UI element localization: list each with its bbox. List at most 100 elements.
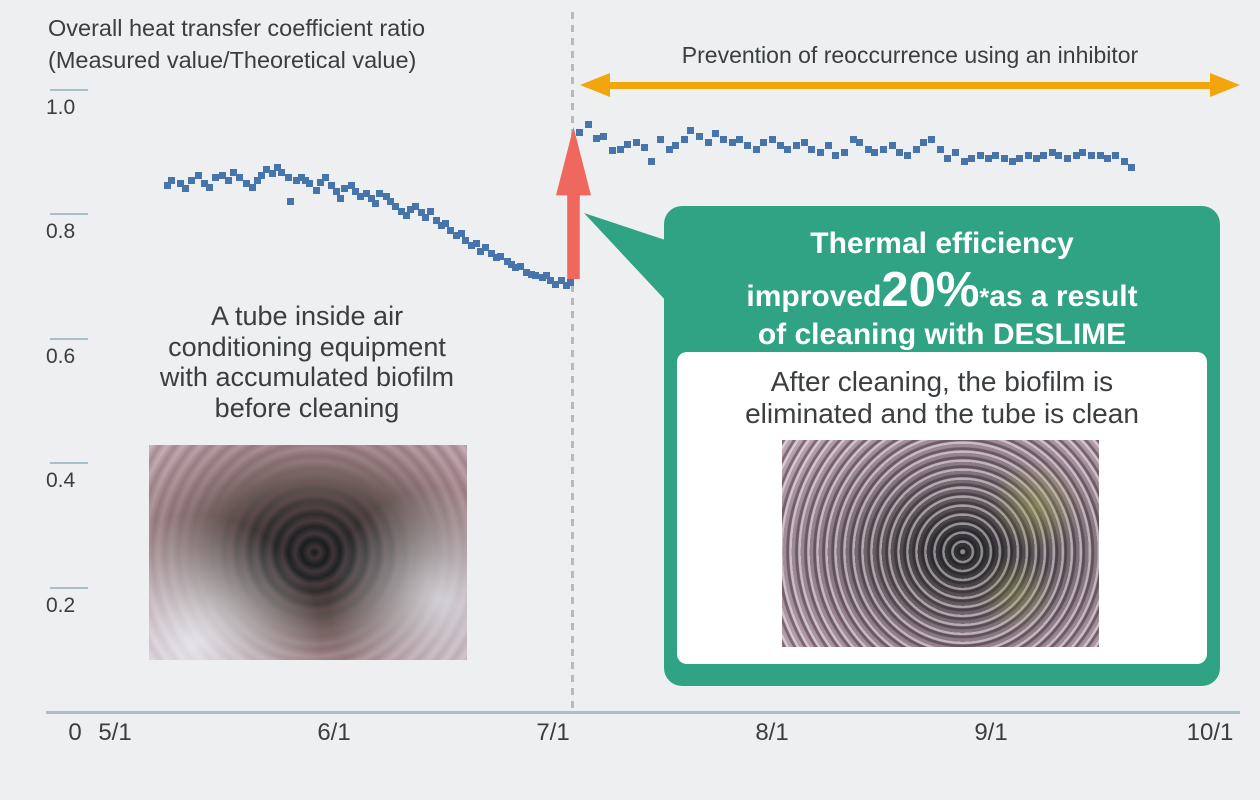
callout-result-text: as a result: [989, 280, 1138, 313]
data-point: [332, 187, 340, 195]
data-point: [952, 148, 960, 156]
data-point: [321, 174, 329, 182]
data-point: [617, 145, 625, 153]
data-point: [293, 177, 301, 185]
y-axis-tick-label: 0.4: [46, 469, 76, 493]
data-point: [481, 244, 489, 252]
data-point: [306, 180, 314, 188]
data-point: [575, 128, 583, 136]
data-point: [407, 205, 415, 213]
data-point: [496, 252, 504, 260]
data-point: [551, 280, 559, 288]
callout-improved-text: improved: [746, 280, 882, 313]
cleaning-event-dashed-line: [571, 12, 575, 712]
x-axis-tick-label: 10/1: [1186, 719, 1234, 746]
data-point: [236, 173, 244, 181]
data-point: [976, 151, 984, 159]
data-point: [242, 179, 250, 187]
data-point: [312, 186, 320, 194]
data-point: [1103, 154, 1111, 162]
x-axis-tick-label: 5/1: [98, 719, 132, 746]
data-point: [372, 199, 380, 207]
data-point: [680, 136, 688, 144]
data-point: [856, 139, 864, 147]
data-point: [383, 192, 391, 200]
data-point: [1121, 158, 1129, 166]
data-point: [286, 198, 294, 206]
y-axis-tick: [50, 89, 88, 91]
data-point: [376, 189, 384, 197]
data-point: [832, 151, 839, 159]
data-point: [888, 142, 896, 150]
data-point: [880, 145, 888, 153]
data-point: [753, 145, 761, 153]
arrowhead-right-icon: [1210, 73, 1240, 97]
y-axis-tick: [50, 462, 88, 465]
data-point: [426, 207, 434, 215]
data-point: [225, 176, 233, 184]
data-point: [816, 148, 824, 156]
data-point: [783, 145, 791, 153]
y-axis-tick: [50, 213, 88, 216]
data-point: [665, 145, 673, 153]
after-cleaning-caption: After cleaning, the biofilm is eliminate…: [745, 366, 1139, 429]
data-point: [801, 139, 809, 147]
y-axis-tick-label: 0.6: [46, 344, 76, 368]
data-point: [337, 194, 345, 202]
data-point: [864, 145, 872, 153]
data-point: [584, 120, 592, 128]
y-axis-tick: [50, 586, 88, 589]
data-point: [687, 126, 695, 134]
data-point: [507, 260, 515, 268]
data-point: [558, 276, 566, 284]
data-point: [991, 151, 999, 159]
data-point: [363, 189, 371, 197]
data-point: [201, 179, 209, 187]
data-point: [672, 142, 680, 150]
data-point: [418, 209, 426, 217]
before-cleaning-caption: A tube inside air conditioning equipment…: [159, 301, 455, 423]
x-axis-tick-label: 6/1: [317, 719, 351, 746]
data-point: [608, 147, 616, 155]
data-point: [229, 169, 237, 177]
data-point: [807, 145, 815, 153]
data-point: [262, 166, 270, 174]
data-point: [391, 202, 399, 210]
data-point: [457, 230, 465, 238]
data-point: [503, 258, 511, 266]
data-point: [284, 174, 292, 182]
data-point: [422, 214, 430, 221]
data-point: [937, 145, 945, 153]
data-point: [442, 220, 450, 228]
chart-title-line1: Overall heat transfer coefficient ratio: [48, 15, 426, 41]
data-point: [477, 247, 485, 255]
after-cleaning-panel: After cleaning, the biofilm is eliminate…: [677, 352, 1207, 664]
data-point: [492, 254, 500, 262]
data-point: [302, 176, 310, 184]
x-axis-tick-label: 7/1: [536, 719, 570, 746]
data-point: [402, 212, 410, 220]
data-point: [411, 202, 419, 210]
data-point: [904, 151, 912, 159]
data-point: [792, 142, 800, 150]
improvement-up-arrow-icon: [556, 127, 591, 279]
after-tube-image: [782, 440, 1099, 647]
data-point: [871, 148, 879, 156]
data-point: [1024, 151, 1032, 159]
inhibitor-period-label: Prevention of reoccurrence using an inhi…: [681, 42, 1139, 68]
y-axis-tick-label: 0.2: [46, 593, 76, 617]
data-point: [599, 133, 607, 141]
y-axis-tick-label: 0.8: [46, 220, 76, 244]
data-point: [468, 242, 476, 249]
data-point: [744, 142, 752, 150]
data-point: [759, 139, 767, 147]
x-axis-tick-label: 9/1: [974, 719, 1008, 746]
data-point: [205, 183, 213, 191]
data-point: [516, 262, 524, 270]
data-point: [317, 178, 325, 186]
inhibitor-arrow-shaft: [602, 81, 1218, 89]
data-point: [696, 133, 704, 141]
data-point: [273, 164, 281, 172]
callout-tail: [584, 213, 668, 303]
data-point: [277, 168, 285, 176]
